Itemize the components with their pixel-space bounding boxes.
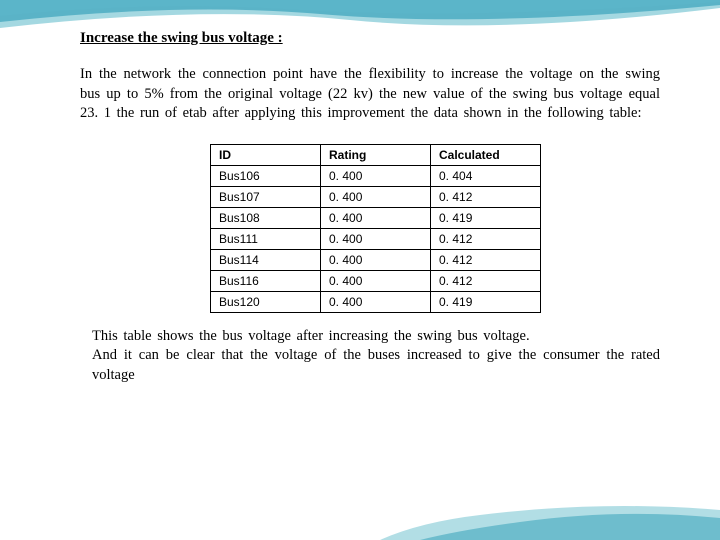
bus-voltage-table: ID Rating Calculated Bus106 0. 400 0. 40… (210, 144, 541, 313)
cell-id: Bus107 (211, 186, 321, 207)
table-header-row: ID Rating Calculated (211, 144, 541, 165)
table-row: Bus106 0. 400 0. 404 (211, 165, 541, 186)
decorative-wave-bottom (0, 500, 720, 540)
cell-id: Bus106 (211, 165, 321, 186)
cell-calc: 0. 419 (431, 207, 541, 228)
table-row: Bus120 0. 400 0. 419 (211, 291, 541, 312)
cell-calc: 0. 412 (431, 249, 541, 270)
slide-heading: Increase the swing bus voltage : (80, 30, 660, 47)
cell-calc: 0. 404 (431, 165, 541, 186)
cell-calc: 0. 412 (431, 228, 541, 249)
table-row: Bus111 0. 400 0. 412 (211, 228, 541, 249)
cell-rating: 0. 400 (321, 207, 431, 228)
cell-rating: 0. 400 (321, 291, 431, 312)
col-header-rating: Rating (321, 144, 431, 165)
cell-rating: 0. 400 (321, 228, 431, 249)
cell-calc: 0. 412 (431, 186, 541, 207)
cell-id: Bus114 (211, 249, 321, 270)
cell-rating: 0. 400 (321, 270, 431, 291)
cell-rating: 0. 400 (321, 165, 431, 186)
cell-id: Bus108 (211, 207, 321, 228)
cell-id: Bus111 (211, 228, 321, 249)
cell-id: Bus120 (211, 291, 321, 312)
col-header-calculated: Calculated (431, 144, 541, 165)
cell-calc: 0. 419 (431, 291, 541, 312)
cell-rating: 0. 400 (321, 186, 431, 207)
table-row: Bus108 0. 400 0. 419 (211, 207, 541, 228)
cell-calc: 0. 412 (431, 270, 541, 291)
col-header-id: ID (211, 144, 321, 165)
cell-rating: 0. 400 (321, 249, 431, 270)
table-row: Bus107 0. 400 0. 412 (211, 186, 541, 207)
table-row: Bus114 0. 400 0. 412 (211, 249, 541, 270)
conclusion-paragraph: This table shows the bus voltage after i… (92, 327, 660, 386)
intro-paragraph: In the network the connection point have… (80, 65, 660, 124)
slide-content: Increase the swing bus voltage : In the … (80, 30, 660, 385)
table-row: Bus116 0. 400 0. 412 (211, 270, 541, 291)
cell-id: Bus116 (211, 270, 321, 291)
